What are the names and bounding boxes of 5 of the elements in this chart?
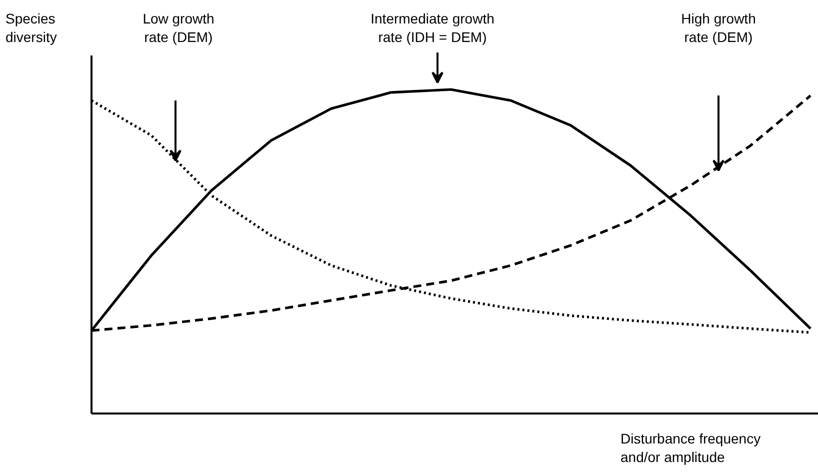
x-axis-title: Disturbance frequency and/or amplitude xyxy=(620,430,761,465)
text: High growth rate (DEM) xyxy=(681,10,756,45)
text: Low growth rate (DEM) xyxy=(142,10,214,45)
text: Intermediate growth rate (IDH = DEM) xyxy=(370,10,494,45)
y-axis-title: Species diversity xyxy=(6,10,57,45)
